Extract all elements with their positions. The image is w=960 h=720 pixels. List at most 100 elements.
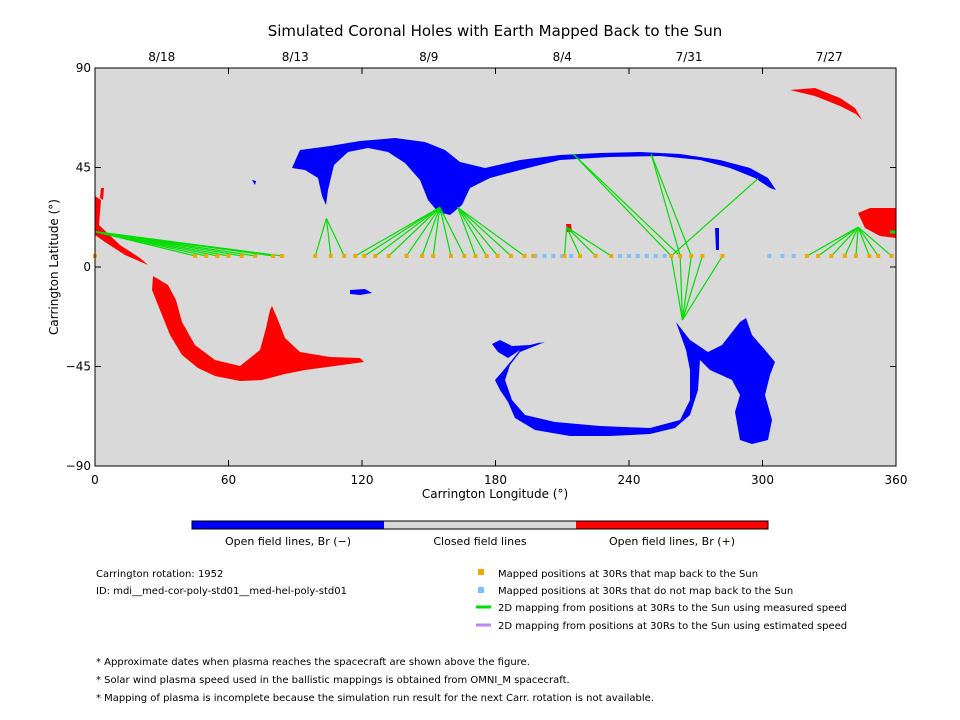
mapped-position bbox=[805, 253, 809, 258]
mapped-position bbox=[562, 253, 567, 258]
mapping-line bbox=[94, 231, 282, 257]
mapped-position bbox=[473, 253, 478, 258]
mapped-position bbox=[876, 253, 881, 258]
not-mapped-position bbox=[627, 253, 631, 258]
mapped-position bbox=[700, 253, 705, 258]
mapping-line bbox=[432, 207, 441, 257]
open-positive-region-left bbox=[95, 196, 148, 265]
open-negative-spot-a bbox=[715, 228, 719, 250]
mapping-line bbox=[457, 206, 512, 257]
mapped-position bbox=[404, 253, 409, 258]
mapping-line bbox=[572, 153, 681, 257]
open-positive-spot-a bbox=[100, 188, 104, 200]
x-axis-label: Carrington Longitude (°) bbox=[422, 487, 568, 501]
mapping-line bbox=[670, 255, 683, 321]
colorbar-pos-label: Open field lines, Br (+) bbox=[609, 535, 735, 548]
mapped-position bbox=[204, 253, 209, 258]
legend-measured-label: 2D mapping from positions at 30Rs to the… bbox=[498, 603, 847, 614]
mapped-position bbox=[829, 253, 834, 258]
colorbar-neg-label: Open field lines, Br (−) bbox=[225, 535, 351, 548]
mapped-position bbox=[279, 253, 284, 258]
x-tick-label: 0 bbox=[91, 473, 99, 487]
colorbar-positive bbox=[576, 521, 768, 529]
mapping-line bbox=[439, 207, 452, 257]
mapping-line bbox=[831, 226, 859, 257]
legend-not-mapped-label: Mapped positions at 30Rs that do not map… bbox=[498, 586, 793, 597]
top-date-label: 8/13 bbox=[282, 50, 309, 64]
colorbar-closed bbox=[384, 521, 576, 529]
x-tick-label: 300 bbox=[751, 473, 774, 487]
note-2: * Solar wind plasma speed used in the ba… bbox=[96, 675, 570, 686]
mapped-position bbox=[271, 253, 275, 258]
colorbar-frame bbox=[191, 520, 769, 530]
mapped-positions bbox=[93, 253, 894, 258]
mapping-line bbox=[844, 226, 859, 257]
mapped-position bbox=[462, 253, 467, 258]
legend-estimated-label: 2D mapping from positions at 30Rs to the… bbox=[498, 621, 847, 632]
legend-not-mapped-marker bbox=[478, 587, 484, 593]
top-date-label: 7/27 bbox=[816, 50, 843, 64]
y-tick-label: −90 bbox=[66, 459, 91, 473]
open-positive-region-south bbox=[152, 276, 364, 381]
mapped-position bbox=[253, 253, 258, 258]
mapped-position bbox=[842, 253, 847, 258]
mapped-position bbox=[313, 253, 318, 258]
mapped-position bbox=[531, 253, 536, 258]
mapping-line bbox=[566, 226, 597, 257]
x-tick-label: 360 bbox=[885, 473, 908, 487]
not-mapped-position bbox=[569, 253, 574, 258]
open-negative-region-south bbox=[492, 318, 775, 444]
y-tick-label: 90 bbox=[76, 61, 91, 75]
mapped-position bbox=[193, 253, 198, 258]
mapped-position bbox=[420, 253, 425, 258]
mapped-position bbox=[678, 253, 683, 258]
legend-mapped-label: Mapped positions at 30Rs that map back t… bbox=[498, 569, 758, 580]
mapped-position bbox=[484, 253, 489, 258]
colorbar-negative bbox=[192, 521, 384, 529]
mapping-lines bbox=[94, 153, 896, 321]
mapped-position bbox=[720, 253, 725, 258]
open-negative-spot-b bbox=[252, 180, 256, 185]
mapped-position bbox=[669, 253, 674, 258]
mapping-line bbox=[406, 206, 441, 257]
top-date-label: 8/18 bbox=[148, 50, 175, 64]
colorbar-closed-label: Closed field lines bbox=[433, 535, 527, 548]
top-date-axis: 8/18 8/13 8/9 8/4 7/31 7/27 bbox=[148, 50, 842, 64]
mapping-line bbox=[457, 206, 499, 257]
mapping-line bbox=[857, 226, 879, 257]
mapped-position bbox=[239, 253, 244, 258]
mapping-line bbox=[457, 206, 525, 257]
not-mapped-position bbox=[533, 253, 538, 258]
carrington-rotation: Carrington rotation: 1952 bbox=[96, 569, 223, 580]
mapped-position bbox=[593, 253, 598, 258]
mapping-line bbox=[325, 218, 345, 257]
mapping-line bbox=[374, 206, 441, 257]
mapped-position bbox=[867, 253, 872, 258]
not-mapped-position bbox=[767, 253, 772, 258]
mapping-line bbox=[563, 227, 568, 256]
plot-area bbox=[95, 68, 896, 466]
mapped-position bbox=[816, 253, 821, 258]
mapping-line bbox=[817, 226, 859, 257]
y-tick-label: 45 bbox=[76, 161, 91, 175]
mapped-position bbox=[353, 253, 358, 258]
mapping-line bbox=[566, 226, 581, 257]
not-mapped-position bbox=[542, 253, 547, 258]
not-mapped-position bbox=[551, 253, 556, 258]
y-tick-label: −45 bbox=[66, 360, 91, 374]
not-mapped-position bbox=[662, 253, 667, 258]
chart-title: Simulated Coronal Holes with Earth Mappe… bbox=[268, 22, 723, 40]
not-mapped-position bbox=[560, 253, 565, 258]
mapping-line bbox=[857, 226, 892, 257]
mapped-position bbox=[373, 253, 378, 258]
mapped-position bbox=[342, 253, 347, 258]
run-id: ID: mdi__med-cor-poly-std01__med-hel-pol… bbox=[96, 586, 347, 597]
note-3: * Mapping of plasma is incomplete becaus… bbox=[96, 693, 654, 704]
mapping-line bbox=[572, 153, 672, 257]
x-tick-label: 120 bbox=[351, 473, 374, 487]
mapping-line bbox=[363, 206, 441, 257]
legend: Mapped positions at 30Rs that map back t… bbox=[476, 569, 847, 632]
top-date-label: 8/4 bbox=[553, 50, 572, 64]
mapping-line bbox=[857, 226, 870, 257]
